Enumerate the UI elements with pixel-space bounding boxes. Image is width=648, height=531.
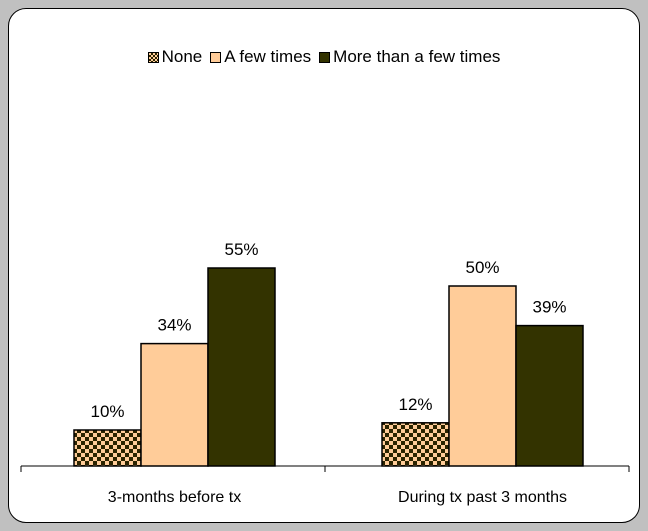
category-label-2: During tx past 3 months (398, 489, 567, 506)
legend-swatch-more-than-a-few-times (319, 51, 331, 63)
category-label-1: 3-months before tx (108, 489, 241, 506)
legend-label-a-few-times: A few times (224, 47, 312, 66)
legend-swatch-a-few-times (210, 51, 222, 63)
legend-item-none: None (147, 47, 203, 67)
bar-a-few-times-2 (448, 285, 517, 467)
data-label-more-than-a-few-times-1: 55% (224, 240, 258, 259)
bar-none-1 (73, 429, 142, 467)
chart-area: None A few times More than a few times 1… (8, 8, 640, 523)
data-label-a-few-times-2: 50% (465, 258, 499, 277)
data-label-none-1: 10% (90, 402, 124, 421)
bar-a-few-times-1 (140, 342, 209, 467)
legend-item-a-few-times: A few times (210, 47, 311, 67)
legend-label-more-than-a-few-times: More than a few times (333, 47, 501, 66)
legend-swatch-none (147, 51, 159, 63)
bar-more-than-a-few-times-1 (207, 267, 276, 467)
data-label-none-2: 12% (398, 395, 432, 414)
legend: None A few times More than a few times (9, 47, 639, 67)
legend-item-more-than-a-few-times: More than a few times (319, 47, 500, 67)
legend-label-none: None (161, 47, 203, 66)
data-label-more-than-a-few-times-2: 39% (532, 298, 566, 317)
bar-none-2 (381, 422, 450, 467)
data-label-a-few-times-1: 34% (157, 316, 191, 335)
chart-plot: 10% 34% 55% 3-months before tx 12% 50% 39% Duri… (20, 240, 630, 506)
bar-more-than-a-few-times-2 (515, 324, 584, 467)
